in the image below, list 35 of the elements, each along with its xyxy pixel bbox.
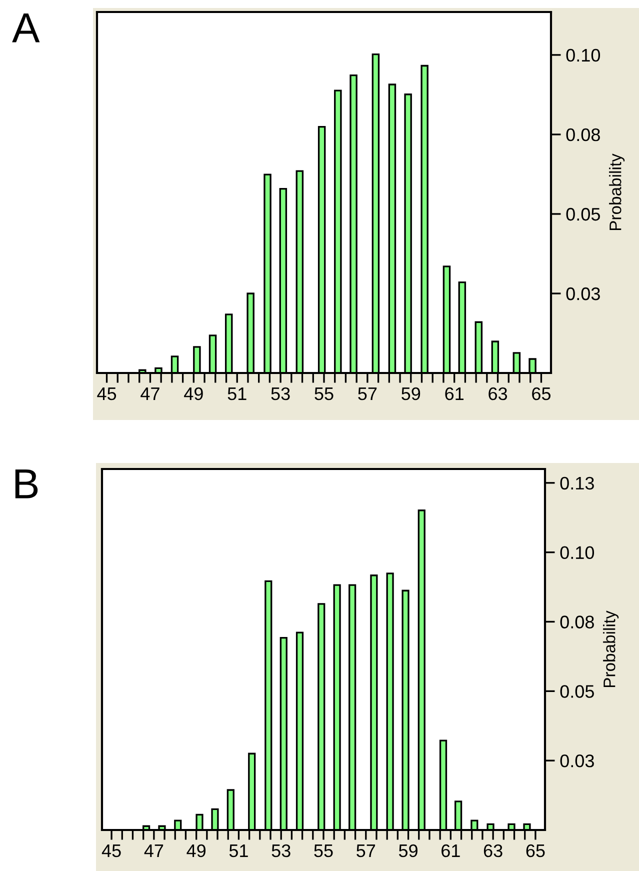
x-tick-label: 59 — [402, 387, 420, 400]
y-tick-label: 0.10 — [560, 546, 594, 560]
x-tick-label: 53 — [272, 844, 290, 858]
x-tick-label: 47 — [140, 388, 160, 400]
x-tick-label: 53 — [271, 387, 290, 400]
x-tick-label: 63 — [488, 387, 508, 400]
x-tick-label: 55 — [314, 388, 334, 400]
y-axis-title: Probability — [603, 610, 619, 688]
x-tick-label: 49 — [186, 844, 206, 858]
x-tick-label: 57 — [356, 844, 376, 858]
chart-title: B — [15, 470, 38, 498]
x-tick-label: 65 — [526, 844, 545, 858]
y-tick-label: 0.08 — [560, 616, 594, 628]
x-tick-label: 55 — [314, 844, 333, 858]
x-tick-label: 61 — [442, 844, 460, 858]
y-tick-label: 0.10 — [566, 48, 600, 62]
x-tick-label: 51 — [228, 388, 246, 400]
x-tick-label: 57 — [358, 388, 377, 400]
x-tick-label: 61 — [445, 387, 464, 400]
x-tick-label: 63 — [484, 844, 502, 858]
x-tick-label: 59 — [398, 844, 418, 858]
y-tick-label: 0.03 — [566, 287, 600, 300]
y-tick-label: 0.05 — [566, 208, 600, 221]
x-tick-label: 51 — [229, 844, 248, 858]
x-tick-label: 65 — [532, 387, 551, 400]
x-tick-label: 45 — [97, 388, 116, 400]
x-tick-label: 49 — [184, 387, 203, 400]
y-tick-label: 0.05 — [560, 685, 594, 698]
y-tick-label: 0.03 — [560, 754, 594, 768]
chart-title: A — [12, 14, 40, 42]
x-tick-label: 45 — [102, 844, 121, 858]
y-axis-title: Probability — [609, 154, 625, 230]
x-tick-label: 47 — [144, 844, 164, 857]
y-tick-label: 0.13 — [560, 476, 594, 490]
y-tick-label: 0.08 — [566, 128, 600, 142]
